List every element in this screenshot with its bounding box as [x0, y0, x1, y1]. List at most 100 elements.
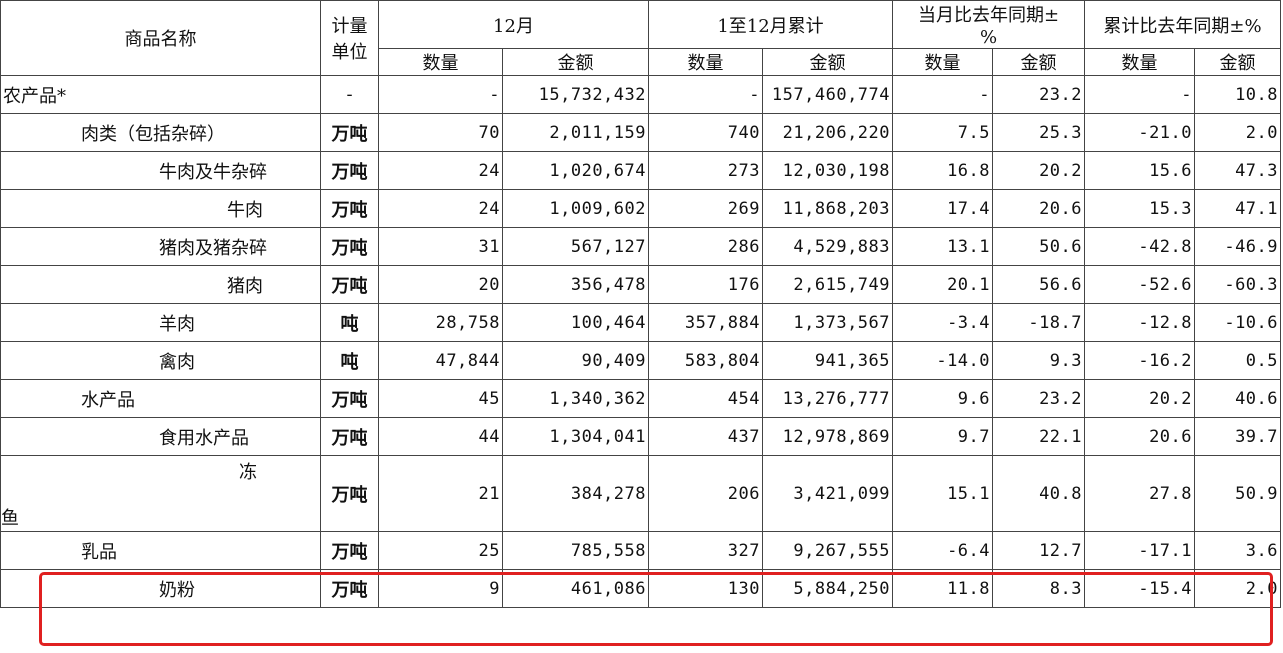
- table-row: 牛肉及牛杂碎 万吨 24 1,020,674 273 12,030,198 16…: [0, 151, 1282, 190]
- row-mc-amt: -18.7: [992, 303, 1086, 342]
- row-ytd-amt: 2,615,749: [761, 265, 894, 304]
- header-ytd-qty: 数量: [648, 48, 763, 76]
- row-month-amt: 567,127: [502, 227, 649, 266]
- header-month: 12月: [378, 0, 649, 49]
- row-month-qty: 70: [378, 113, 503, 152]
- row-mc-amt: 8.3: [992, 569, 1086, 608]
- row-ytd-amt: 9,267,555: [761, 531, 894, 570]
- row-yc-qty: 20.2: [1084, 379, 1196, 418]
- row-month-qty: 44: [378, 417, 503, 456]
- row-name: 猪肉及猪杂碎: [0, 227, 321, 266]
- row-mc-qty: 7.5: [892, 113, 994, 152]
- row-ytd-qty: 130: [648, 569, 763, 608]
- row-mc-qty: 20.1: [892, 265, 994, 304]
- header-mc-qty: 数量: [892, 48, 994, 76]
- row-name: 肉类（包括杂碎）: [0, 113, 321, 152]
- header-month-amt: 金额: [502, 48, 649, 76]
- row-month-qty: 24: [378, 189, 503, 228]
- row-yc-amt: -60.3: [1194, 265, 1282, 304]
- row-unit: 万吨: [320, 569, 379, 608]
- row-yc-amt: 0.5: [1194, 341, 1282, 380]
- row-yc-amt: 50.9: [1194, 455, 1282, 532]
- row-ytd-qty: 286: [648, 227, 763, 266]
- row-name-part1: 冻: [239, 461, 257, 483]
- table-row: 水产品 万吨 45 1,340,362 454 13,276,777 9.6 2…: [0, 379, 1282, 418]
- row-ytd-qty: 206: [648, 455, 763, 532]
- row-name-part2: 鱼: [1, 507, 20, 529]
- header-ytd-change: 累计比去年同期±%: [1084, 0, 1282, 49]
- row-yc-amt: 2.0: [1194, 113, 1282, 152]
- row-name: 食用水产品: [0, 417, 321, 456]
- row-yc-qty: 20.6: [1084, 417, 1196, 456]
- row-ytd-amt: 11,868,203: [761, 189, 894, 228]
- row-mc-qty: 9.6: [892, 379, 994, 418]
- table-row: 牛肉 万吨 24 1,009,602 269 11,868,203 17.4 2…: [0, 189, 1282, 228]
- row-name: 牛肉: [0, 189, 321, 228]
- row-mc-qty: 17.4: [892, 189, 994, 228]
- header-ytd: 1至12月累计: [647, 0, 894, 49]
- row-mc-amt: 22.1: [992, 417, 1086, 456]
- table-row: 羊肉 吨 28,758 100,464 357,884 1,373,567 -3…: [0, 303, 1282, 342]
- row-yc-amt: 2.0: [1194, 569, 1282, 608]
- row-mc-qty: -6.4: [892, 531, 994, 570]
- row-ytd-amt: 5,884,250: [761, 569, 894, 608]
- row-month-qty: -: [378, 75, 503, 114]
- row-month-qty: 9: [378, 569, 503, 608]
- row-unit: 万吨: [320, 189, 379, 228]
- row-yc-qty: 15.6: [1084, 151, 1196, 190]
- row-yc-amt: 3.6: [1194, 531, 1282, 570]
- row-mc-amt: 23.2: [992, 75, 1086, 114]
- row-yc-amt: 39.7: [1194, 417, 1282, 456]
- row-name: 禽肉: [0, 341, 321, 380]
- table-row: 乳品 万吨 25 785,558 327 9,267,555 -6.4 12.7…: [0, 531, 1282, 570]
- row-yc-qty: -12.8: [1084, 303, 1196, 342]
- header-unit: 计量 单位: [320, 0, 379, 76]
- row-unit: 万吨: [320, 379, 379, 418]
- row-name: 牛肉及牛杂碎: [0, 151, 321, 190]
- row-name: 羊肉: [0, 303, 321, 342]
- row-month-amt: 384,278: [502, 455, 649, 532]
- row-yc-amt: 10.8: [1194, 75, 1282, 114]
- row-ytd-qty: 327: [648, 531, 763, 570]
- row-yc-qty: -15.4: [1084, 569, 1196, 608]
- row-unit: 万吨: [320, 113, 379, 152]
- row-yc-qty: -52.6: [1084, 265, 1196, 304]
- row-mc-qty: 16.8: [892, 151, 994, 190]
- table-row: 农产品* - - 15,732,432 - 157,460,774 - 23.2…: [0, 75, 1282, 114]
- row-yc-amt: -46.9: [1194, 227, 1282, 266]
- header-month-change-line2: %: [979, 27, 998, 48]
- row-yc-qty: -16.2: [1084, 341, 1196, 380]
- row-month-amt: 1,020,674: [502, 151, 649, 190]
- row-month-amt: 90,409: [502, 341, 649, 380]
- row-yc-qty: 27.8: [1084, 455, 1196, 532]
- row-ytd-qty: 176: [648, 265, 763, 304]
- row-ytd-qty: 437: [648, 417, 763, 456]
- row-ytd-qty: 583,804: [648, 341, 763, 380]
- row-yc-qty: -: [1084, 75, 1196, 114]
- header-month-change-line1: 当月比去年同期±: [917, 5, 1060, 26]
- row-ytd-amt: 3,421,099: [761, 455, 894, 532]
- row-ytd-amt: 21,206,220: [761, 113, 894, 152]
- row-ytd-amt: 1,373,567: [761, 303, 894, 342]
- row-month-qty: 31: [378, 227, 503, 266]
- row-mc-amt: 12.7: [992, 531, 1086, 570]
- row-mc-amt: 9.3: [992, 341, 1086, 380]
- row-mc-qty: 11.8: [892, 569, 994, 608]
- row-yc-amt: -10.6: [1194, 303, 1282, 342]
- row-name: 乳品: [0, 531, 321, 570]
- row-unit: 万吨: [320, 265, 379, 304]
- row-unit: 万吨: [320, 227, 379, 266]
- row-yc-qty: -42.8: [1084, 227, 1196, 266]
- row-yc-amt: 47.1: [1194, 189, 1282, 228]
- row-unit: -: [320, 75, 379, 114]
- header-mc-amt: 金额: [992, 48, 1086, 76]
- row-ytd-amt: 13,276,777: [761, 379, 894, 418]
- row-ytd-amt: 4,529,883: [761, 227, 894, 266]
- header-product-name: 商品名称: [0, 0, 321, 76]
- header-yc-amt: 金额: [1194, 48, 1282, 76]
- row-unit: 万吨: [320, 455, 379, 532]
- table-row: 冻 鱼 万吨 21 384,278 206 3,421,099 15.1 40.…: [0, 455, 1282, 532]
- row-month-qty: 25: [378, 531, 503, 570]
- row-month-qty: 28,758: [378, 303, 503, 342]
- row-month-amt: 1,340,362: [502, 379, 649, 418]
